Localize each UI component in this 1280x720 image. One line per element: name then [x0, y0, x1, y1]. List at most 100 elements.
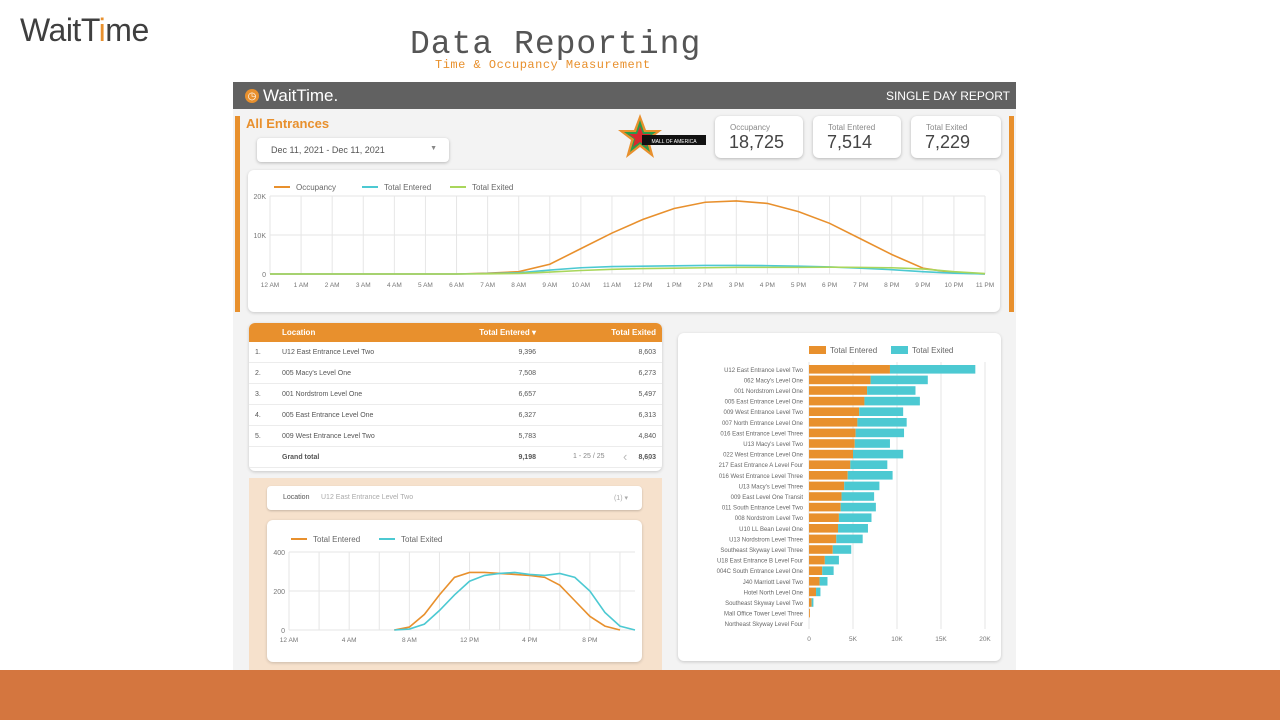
- x-tick-label: 7 PM: [853, 282, 868, 289]
- y-tick-label: 0: [281, 628, 285, 635]
- y-tick-label: 400: [273, 550, 285, 557]
- bar-segment: [809, 545, 833, 554]
- row-exited: 5,497: [537, 383, 662, 405]
- bar-segment: [809, 439, 855, 448]
- series-line: [394, 571, 621, 631]
- x-tick-label: 12 AM: [261, 282, 279, 289]
- bar-segment: [867, 386, 916, 395]
- x-tick-label: 9 PM: [915, 282, 930, 289]
- bar-segment: [870, 375, 928, 385]
- legend-label: Total Exited: [472, 183, 513, 192]
- footer-bar: [0, 670, 1280, 720]
- row-entered: 5,783: [455, 425, 537, 447]
- category-label: 009 East Level One Transit: [731, 495, 804, 501]
- bar-segment: [809, 598, 812, 607]
- bar-chart-card: Total Entered Total Exited 0 5K 10K 15K 20K U12…: [678, 333, 1001, 661]
- category-label: 016 East Entrance Level Three: [720, 431, 803, 437]
- table-row[interactable]: 2. 005 Macy's Level One 7,508 6,273: [249, 362, 662, 384]
- x-tick-label: 3 PM: [729, 282, 744, 289]
- accent-line-left: [235, 116, 240, 312]
- x-tick-label: 3 AM: [356, 282, 371, 289]
- date-range-picker[interactable]: Dec 11, 2021 - Dec 11, 2021 ▼: [257, 138, 449, 162]
- x-tick-label: 5 AM: [418, 282, 433, 289]
- next-page-icon[interactable]: ›: [647, 449, 652, 464]
- bar-segment: [809, 492, 842, 501]
- legend-label: Total Exited: [912, 346, 953, 355]
- table-row[interactable]: 1. U12 East Entrance Level Two 9,396 8,603: [249, 342, 662, 363]
- pagination-label: 1 - 25 / 25: [573, 453, 605, 460]
- category-label: U13 Macy's Level Three: [739, 484, 804, 490]
- bar-segment: [822, 566, 834, 575]
- x-tick-label: 2 PM: [698, 282, 713, 289]
- x-tick-label: 12 AM: [280, 637, 298, 644]
- category-label: Southeast Skyway Level Two: [725, 601, 804, 607]
- y-tick-label: 10K: [254, 233, 267, 240]
- category-label: U18 East Entrance B Level Four: [717, 559, 803, 565]
- bar-segment: [857, 418, 907, 427]
- x-tick-label: 2 AM: [325, 282, 340, 289]
- kpi-total-entered: Total Entered 7,514: [813, 116, 901, 158]
- kpi-total-exited: Total Exited 7,229: [911, 116, 1001, 158]
- table-row[interactable]: 4. 005 East Entrance Level One 6,327 6,313: [249, 404, 662, 426]
- category-label: 009 West Entrance Level Two: [724, 410, 804, 416]
- bar-segment: [850, 460, 888, 469]
- x-tick-label: 5 PM: [791, 282, 806, 289]
- row-index: 3.: [249, 383, 281, 405]
- row-location: 005 East Entrance Level One: [281, 404, 455, 426]
- bar-segment: [811, 598, 814, 607]
- location-filter-dropdown[interactable]: Location U12 East Entrance Level Two (1)…: [267, 486, 642, 510]
- x-tick-label: 4 PM: [760, 282, 775, 289]
- row-exited: 6,273: [537, 362, 662, 384]
- row-index: 2.: [249, 362, 281, 384]
- dashboard-logo: ◷ WaitTime.: [245, 86, 338, 106]
- bar-segment: [844, 481, 880, 491]
- x-tick-label: 4 AM: [387, 282, 402, 289]
- x-tick-label: 5K: [849, 636, 858, 643]
- clock-icon: ◷: [245, 89, 259, 103]
- column-header-location[interactable]: Location: [281, 323, 455, 342]
- bar-segment: [809, 460, 851, 469]
- series-line: [394, 571, 636, 631]
- column-header-total-exited[interactable]: Total Exited: [537, 323, 662, 342]
- category-label: 217 East Entrance A Level Four: [719, 463, 803, 469]
- chevron-down-icon: ▼: [430, 145, 437, 152]
- x-tick-label: 12 PM: [634, 282, 653, 289]
- grand-total-label: Grand total: [281, 446, 455, 468]
- bar-segment: [809, 418, 858, 427]
- bar-segment: [840, 502, 876, 512]
- bar-segment: [809, 396, 865, 406]
- x-tick-label: 20K: [979, 636, 991, 643]
- x-tick-label: 10 AM: [572, 282, 590, 289]
- column-header-total-entered[interactable]: Total Entered ▾: [455, 323, 537, 342]
- bar-segment: [824, 555, 839, 565]
- location-chart-card: Total Entered Total Exited 0 200 400 12 AM 4 A…: [267, 520, 642, 662]
- x-tick-label: 0: [807, 636, 811, 643]
- x-tick-label: 8 AM: [511, 282, 526, 289]
- bar-segment: [809, 502, 841, 512]
- y-tick-label: 200: [273, 589, 285, 596]
- legend-label: Total Entered: [313, 535, 360, 544]
- slide-subtitle: Time & Occupancy Measurement: [435, 58, 651, 72]
- x-tick-label: 1 AM: [294, 282, 309, 289]
- category-label: 008 Nordstrom Level Two: [735, 516, 804, 522]
- location-line-chart: Total Entered Total Exited 0 200 400 12 AM 4 A…: [273, 535, 636, 644]
- category-label: 004C South Entrance Level One: [717, 569, 804, 575]
- series-line: [270, 266, 986, 275]
- slide-title: Data Reporting: [410, 26, 702, 63]
- prev-page-icon[interactable]: ‹: [623, 449, 628, 464]
- table-row[interactable]: 5. 009 West Entrance Level Two 5,783 4,840: [249, 425, 662, 447]
- bar-segment: [864, 396, 920, 406]
- category-label: U13 Nordstrom Level Three: [729, 537, 804, 543]
- chevron-down-icon: ▾: [624, 495, 628, 502]
- row-location: U12 East Entrance Level Two: [281, 342, 455, 363]
- table-row[interactable]: 3. 001 Nordstrom Level One 6,657 5,497: [249, 383, 662, 405]
- category-label: 016 West Entrance Level Three: [719, 474, 804, 480]
- x-tick-label: 7 AM: [480, 282, 495, 289]
- bar-segment: [809, 608, 810, 618]
- bar-segment: [819, 577, 828, 586]
- category-label: 005 East Entrance Level One: [725, 400, 804, 406]
- x-tick-label: 8 AM: [402, 637, 417, 644]
- category-label: 062 Macy's Level One: [744, 378, 804, 384]
- entrance-bar-chart: Total Entered Total Exited 0 5K 10K 15K 20K U12…: [717, 346, 991, 643]
- category-label: 011 South Entrance Level Two: [722, 506, 804, 512]
